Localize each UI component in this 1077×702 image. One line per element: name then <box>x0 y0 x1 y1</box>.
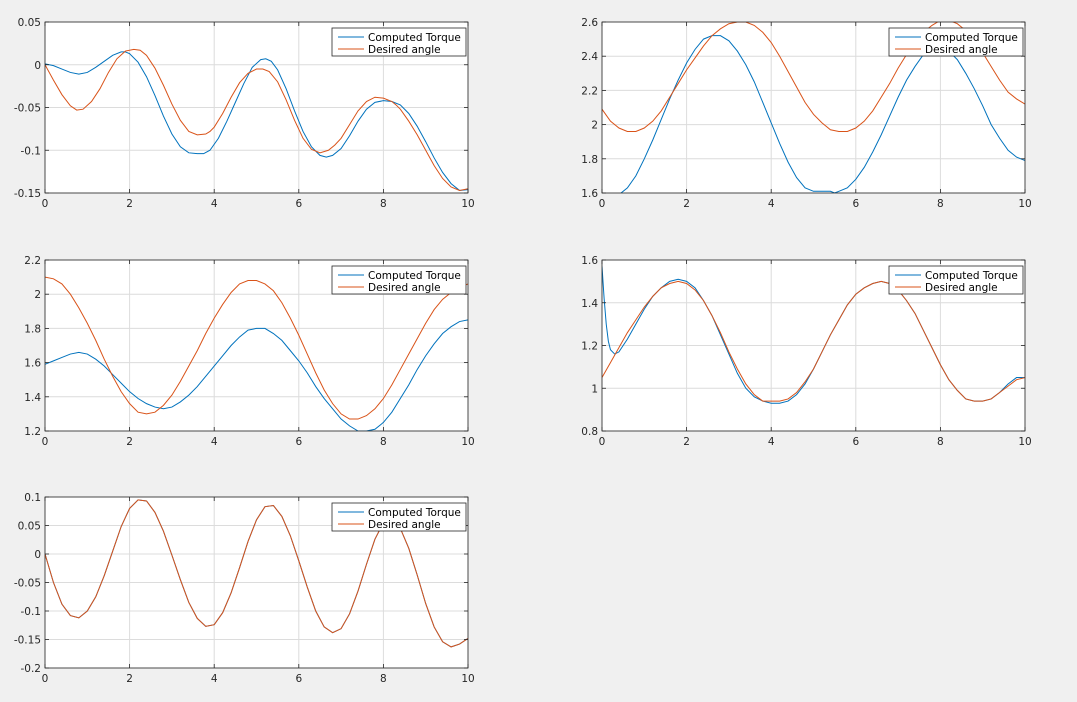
legend-box <box>331 27 467 57</box>
legend-box <box>888 27 1024 57</box>
y-tick-label: 0 <box>34 60 41 72</box>
y-tick-label: 1.6 <box>581 255 598 267</box>
x-tick-label: 10 <box>461 673 474 685</box>
x-tick-label: 2 <box>126 673 133 685</box>
series-line-desired-angle <box>45 276 468 420</box>
y-tick-label: 2.2 <box>24 255 41 267</box>
x-tick-label: 2 <box>683 198 690 210</box>
y-tick-label: -0.1 <box>21 145 42 157</box>
legend-label: Desired angle <box>368 282 441 294</box>
subplot-1: 0 2 4 6 8 10 -0.15 -0.1 -0.05 0 0.05 Computed Torqu… <box>14 17 475 210</box>
y-tick-label: 2.4 <box>581 51 598 63</box>
x-tick-label: 4 <box>211 436 218 448</box>
x-tick-label: 0 <box>599 436 606 448</box>
legend-box <box>331 502 467 532</box>
y-tick-label: 1.6 <box>581 188 598 200</box>
x-tick-label: 4 <box>211 198 218 210</box>
legend-label: Desired angle <box>925 282 998 294</box>
y-tick-label: -0.15 <box>14 188 41 200</box>
x-tick-label: 8 <box>937 198 944 210</box>
x-tick-label: 10 <box>461 436 474 448</box>
legend-label: Desired angle <box>925 44 998 56</box>
x-tick-label: 0 <box>42 436 49 448</box>
y-tick-label: 0.8 <box>581 426 598 438</box>
axes-frame <box>601 21 1026 194</box>
y-tick-label: -0.15 <box>14 635 41 647</box>
x-tick-label: 0 <box>42 198 49 210</box>
legend-label: Computed Torque <box>368 270 461 282</box>
y-tick-label: 2.6 <box>581 17 598 29</box>
x-tick-label: 6 <box>295 198 302 210</box>
legend-label: Computed Torque <box>368 32 461 44</box>
x-tick-label: 0 <box>599 198 606 210</box>
y-tick-label: 1.8 <box>581 154 598 166</box>
subplot-2: 0 2 4 6 8 10 1.6 1.8 2 2.2 2.4 2.6 Computed TorqueDe… <box>581 17 1031 210</box>
x-tick-label: 4 <box>768 198 775 210</box>
x-tick-label: 10 <box>1018 436 1031 448</box>
x-tick-label: 6 <box>852 436 859 448</box>
x-tick-label: 2 <box>683 436 690 448</box>
x-tick-label: 8 <box>937 436 944 448</box>
series-line-desired-angle <box>602 22 1025 132</box>
y-tick-label: -0.05 <box>14 578 41 590</box>
legend-label: Computed Torque <box>925 32 1018 44</box>
series-line-desired-angle <box>602 280 1025 402</box>
x-tick-label: 10 <box>461 198 474 210</box>
y-tick-label: -0.1 <box>21 606 42 618</box>
legend-label: Computed Torque <box>925 270 1018 282</box>
legend-label: Desired angle <box>368 519 441 531</box>
x-tick-label: 8 <box>380 198 387 210</box>
y-tick-label: 0.05 <box>18 17 41 29</box>
y-tick-label: 1.4 <box>24 392 41 404</box>
y-tick-label: 0 <box>34 549 41 561</box>
legend-box <box>331 265 467 295</box>
x-tick-label: 2 <box>126 198 133 210</box>
y-tick-label: 1.6 <box>24 358 41 370</box>
subplot-3: 0 2 4 6 8 10 1.2 1.4 1.6 1.8 2 2.2 Computed TorqueDe… <box>24 255 474 448</box>
legend-label: Computed Torque <box>368 507 461 519</box>
y-tick-label: -0.05 <box>14 103 41 115</box>
y-tick-label: 0.05 <box>18 521 41 533</box>
x-tick-label: 6 <box>295 673 302 685</box>
y-tick-label: 1.4 <box>581 298 598 310</box>
y-tick-label: 2 <box>34 289 41 301</box>
x-tick-label: 4 <box>211 673 218 685</box>
x-tick-label: 2 <box>126 436 133 448</box>
subplot-4: 0 2 4 6 8 10 0.8 1 1.2 1.4 1.6 Computed TorqueDesir… <box>581 255 1031 448</box>
axes-frame <box>44 259 469 432</box>
legend-box <box>888 265 1024 295</box>
y-tick-label: 1.8 <box>24 323 41 335</box>
y-tick-label: 0.1 <box>24 492 41 504</box>
subplot-5: 0 2 4 6 8 10 -0.2 -0.15 -0.1 -0.05 0 0.05 0.1 Compute… <box>14 492 475 685</box>
x-tick-label: 8 <box>380 673 387 685</box>
x-tick-label: 0 <box>42 673 49 685</box>
y-tick-label: 2 <box>591 120 598 132</box>
x-tick-label: 4 <box>768 436 775 448</box>
x-tick-label: 6 <box>295 436 302 448</box>
y-tick-label: 1.2 <box>24 426 41 438</box>
y-tick-label: 2.2 <box>581 85 598 97</box>
x-tick-label: 8 <box>380 436 387 448</box>
y-tick-label: -0.2 <box>21 663 42 675</box>
y-tick-label: 1.2 <box>581 341 598 353</box>
x-tick-label: 10 <box>1018 198 1031 210</box>
series-line-computed-torque <box>45 319 468 431</box>
x-tick-label: 6 <box>852 198 859 210</box>
y-tick-label: 1 <box>591 383 598 395</box>
legend-label: Desired angle <box>368 44 441 56</box>
series-line-desired-angle <box>45 48 468 191</box>
